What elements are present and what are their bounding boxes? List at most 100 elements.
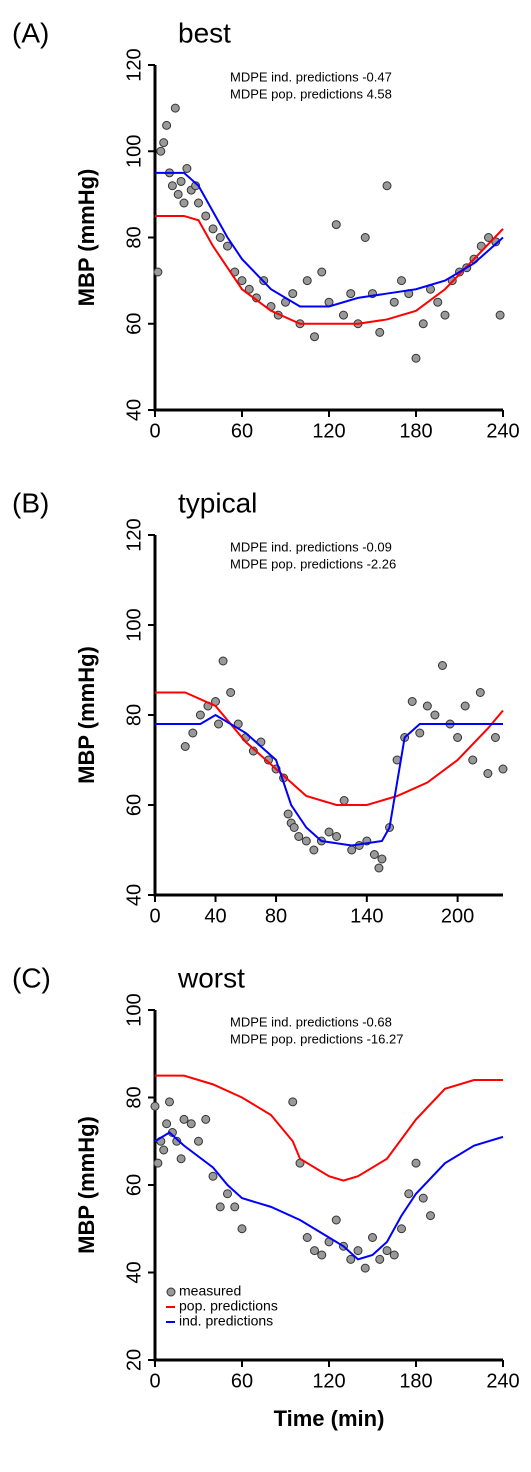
measured-point bbox=[339, 796, 349, 805]
measured-point bbox=[208, 224, 218, 234]
axes bbox=[153, 535, 503, 897]
panel-label: (A) bbox=[12, 17, 49, 48]
y-tick-label: 80 bbox=[123, 704, 145, 726]
annotation: MDPE ind. predictions -0.68 bbox=[230, 1014, 392, 1029]
measured-point bbox=[195, 710, 205, 720]
measured-point bbox=[201, 211, 211, 221]
measured-point bbox=[215, 233, 225, 242]
annotation: MDPE ind. predictions -0.47 bbox=[230, 69, 392, 84]
y-tick-label: 60 bbox=[123, 1174, 145, 1196]
measured-point bbox=[317, 1250, 327, 1260]
measured-point bbox=[498, 764, 508, 774]
measured-point bbox=[407, 697, 417, 706]
measured-point bbox=[226, 688, 236, 697]
measured-point bbox=[194, 1136, 203, 1146]
y-tick-label: 20 bbox=[123, 1349, 145, 1371]
measured-point bbox=[389, 297, 399, 307]
annotation: MDPE pop. predictions 4.58 bbox=[230, 86, 392, 101]
measured-point bbox=[360, 233, 370, 242]
measured-point bbox=[186, 1119, 196, 1129]
prediction-line bbox=[154, 1131, 504, 1261]
panel-label: (C) bbox=[12, 962, 51, 993]
y-tick-label: 100 bbox=[123, 608, 145, 641]
measured-point bbox=[153, 1158, 163, 1168]
y-tick-label: 40 bbox=[123, 1261, 145, 1283]
panel-title: typical bbox=[178, 487, 257, 518]
x-tick-label: 60 bbox=[231, 1370, 253, 1392]
legend-marker bbox=[166, 1287, 176, 1297]
measured-point bbox=[215, 1202, 225, 1212]
measured-point bbox=[208, 1171, 218, 1181]
measured-point bbox=[347, 845, 357, 855]
measured-point bbox=[346, 1254, 356, 1264]
prediction-line bbox=[155, 713, 503, 847]
measured-point bbox=[179, 198, 189, 208]
measured-point bbox=[430, 710, 440, 720]
measured-point bbox=[165, 1097, 174, 1107]
axes bbox=[153, 1010, 503, 1362]
annotation: MDPE ind. predictions -0.09 bbox=[230, 539, 392, 554]
measured-point bbox=[223, 241, 232, 251]
measured-point bbox=[153, 267, 163, 277]
x-tick-label: 0 bbox=[149, 1370, 160, 1392]
measured-point bbox=[237, 1224, 247, 1234]
measured-point bbox=[173, 189, 183, 199]
measured-point bbox=[162, 1119, 172, 1129]
measured-point bbox=[223, 1189, 232, 1199]
measured-point bbox=[468, 755, 478, 765]
x-tick-label: 180 bbox=[399, 420, 432, 442]
x-tick-label: 40 bbox=[204, 905, 226, 927]
measured-point bbox=[332, 832, 342, 841]
measured-point bbox=[176, 176, 186, 186]
measured-point bbox=[310, 1246, 319, 1256]
x-tick-label: 200 bbox=[441, 905, 474, 927]
x-tick-label: 0 bbox=[149, 905, 160, 927]
prediction-line bbox=[155, 171, 504, 308]
measured-point bbox=[495, 310, 505, 320]
prediction-line bbox=[155, 214, 504, 325]
y-tick-label: 100 bbox=[123, 135, 145, 168]
measured-point bbox=[230, 1202, 240, 1212]
measured-point bbox=[317, 267, 327, 277]
measured-point bbox=[244, 284, 254, 294]
annotation: MDPE pop. predictions -16.27 bbox=[230, 1031, 403, 1046]
measured-point bbox=[289, 823, 299, 832]
measured-point bbox=[159, 138, 169, 148]
x-tick-label: 120 bbox=[312, 1370, 345, 1392]
x-axis-title: Time (min) bbox=[274, 1406, 385, 1431]
measured-point bbox=[167, 181, 177, 191]
measured-point bbox=[440, 310, 450, 320]
y-tick-label: 100 bbox=[123, 993, 145, 1026]
measured-point bbox=[375, 1254, 385, 1264]
measured-point bbox=[162, 120, 172, 130]
measured-point bbox=[176, 1154, 186, 1164]
prediction-line bbox=[155, 1074, 503, 1182]
measured-point bbox=[382, 181, 392, 191]
measured-point bbox=[411, 353, 421, 363]
measured-point bbox=[418, 1193, 428, 1203]
prediction-line bbox=[155, 691, 504, 806]
measured-point bbox=[180, 742, 190, 751]
legend-label: measured bbox=[179, 1283, 241, 1299]
measured-point bbox=[353, 1246, 363, 1256]
panel-title: best bbox=[178, 17, 231, 48]
y-tick-label: 40 bbox=[123, 399, 145, 421]
y-axis-title: MBP (mmHg) bbox=[74, 1116, 99, 1254]
y-tick-label: 40 bbox=[123, 884, 145, 906]
measured-point bbox=[331, 220, 341, 230]
measured-point bbox=[156, 146, 166, 156]
y-axis-title: MBP (mmHg) bbox=[74, 169, 99, 307]
measured-point bbox=[179, 1114, 189, 1124]
measured-point bbox=[490, 733, 500, 742]
x-tick-label: 140 bbox=[350, 905, 383, 927]
measured-point bbox=[375, 327, 385, 337]
measured-point bbox=[475, 688, 485, 697]
x-tick-label: 240 bbox=[486, 420, 519, 442]
measured-point bbox=[194, 198, 203, 208]
measured-point bbox=[404, 1189, 414, 1199]
measured-point bbox=[397, 276, 406, 286]
measured-point bbox=[331, 1215, 341, 1225]
measured-point bbox=[484, 233, 493, 242]
measured-point bbox=[283, 809, 293, 819]
